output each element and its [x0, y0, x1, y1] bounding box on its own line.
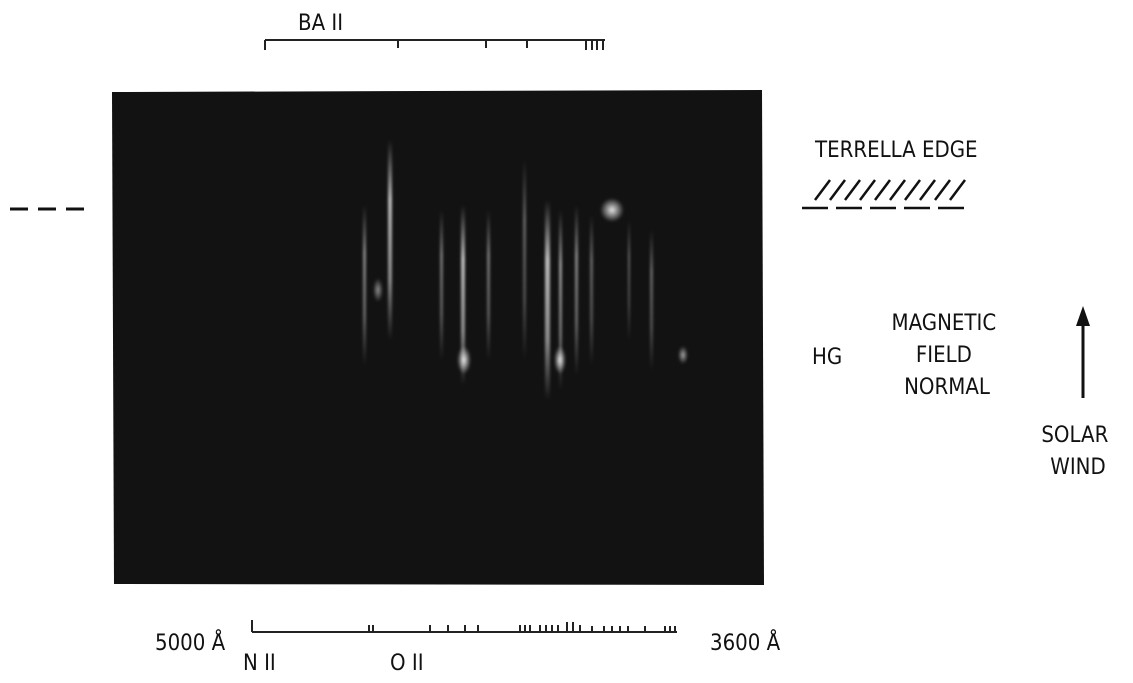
top-scale-label: BA II: [298, 11, 343, 36]
right-ion: O II: [390, 651, 424, 676]
left-ion: N II: [243, 651, 276, 676]
bottom-scale: [251, 620, 677, 633]
top-scale: [264, 39, 605, 50]
wind-label: SOLAR WIND: [1041, 423, 1114, 480]
terrella-hatch: [802, 179, 966, 210]
field-label-line: MAGNETIC: [892, 311, 997, 336]
spectrogram: [112, 90, 764, 585]
wind-label-line: WIND: [1050, 455, 1105, 480]
wind-arrow: [1076, 306, 1090, 398]
terrella-label: TERRELLA EDGE: [814, 138, 978, 163]
left-wavelength: 5000 Å: [155, 629, 226, 656]
field-label: MAGNETIC FIELD NORMAL: [892, 311, 1003, 400]
field-label-line: FIELD: [916, 343, 972, 368]
wind-label-line: SOLAR: [1041, 423, 1108, 448]
right-wavelength: 3600 Å: [710, 629, 781, 656]
hg-label: HG: [812, 345, 842, 370]
field-label-line: NORMAL: [904, 375, 990, 400]
